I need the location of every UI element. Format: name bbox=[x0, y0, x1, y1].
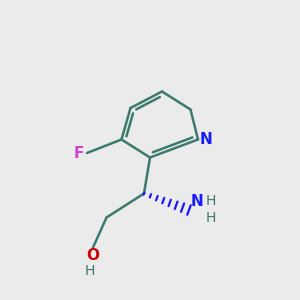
Text: F: F bbox=[74, 146, 84, 160]
Text: H: H bbox=[206, 211, 216, 224]
Text: N: N bbox=[190, 194, 203, 208]
Text: H: H bbox=[206, 194, 216, 208]
Text: H: H bbox=[85, 264, 95, 278]
Text: N: N bbox=[200, 132, 212, 147]
Text: O: O bbox=[86, 248, 100, 262]
